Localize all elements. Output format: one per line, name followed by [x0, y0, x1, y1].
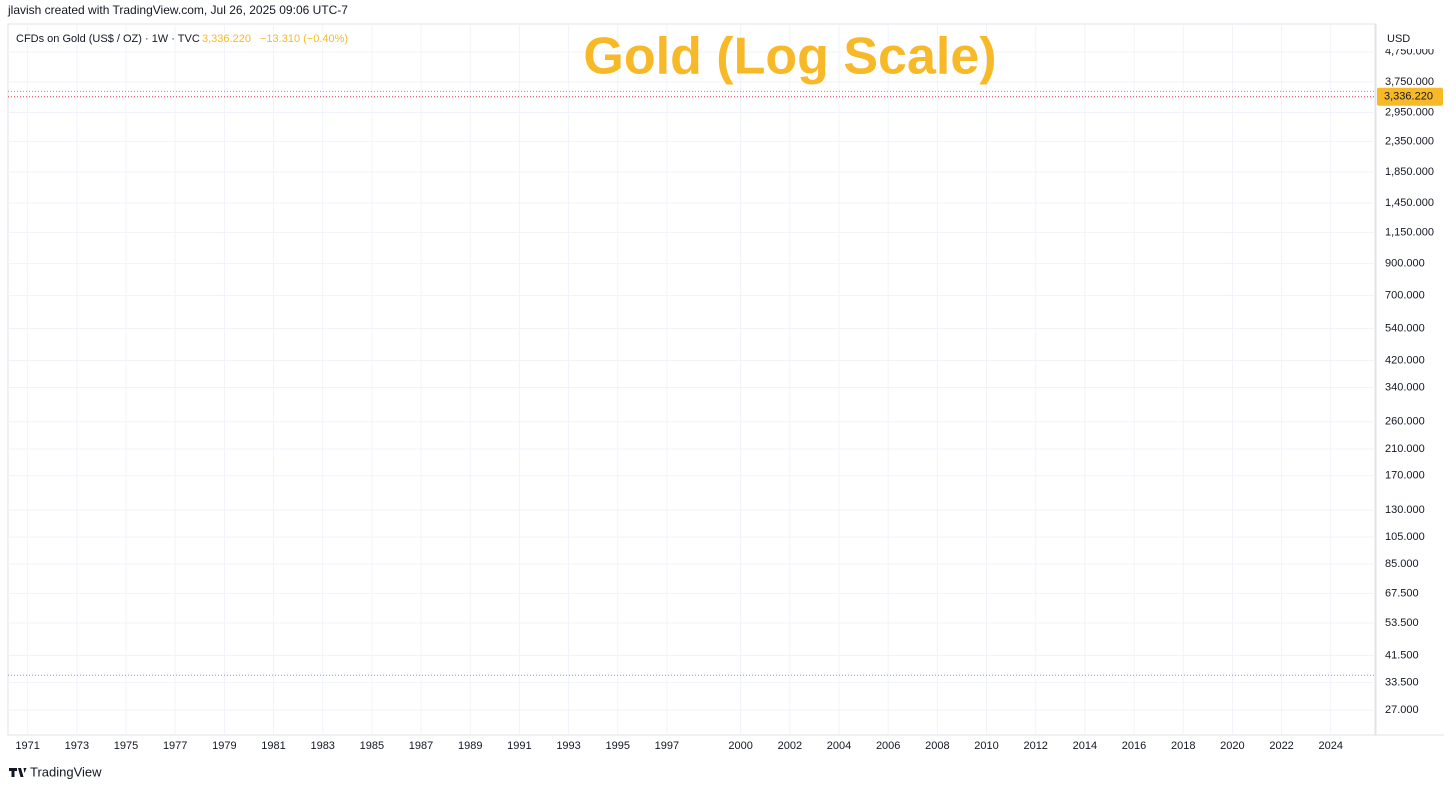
y-tick-label: 27.000 [1385, 704, 1419, 716]
x-tick-label: 1979 [212, 740, 236, 752]
x-tick-label: 1983 [310, 740, 334, 752]
last-price-tag [1377, 87, 1443, 106]
header-change: −13.310 (−0.40%) [260, 33, 348, 45]
x-tick-label: 1975 [114, 740, 138, 752]
x-tick-label: 1995 [605, 740, 629, 752]
y-tick-label: 700.000 [1385, 290, 1425, 302]
x-tick-label: 1973 [65, 740, 89, 752]
y-tick-label: 67.500 [1385, 587, 1419, 599]
x-tick-label: 1985 [360, 740, 384, 752]
x-tick-label: 1989 [458, 740, 482, 752]
y-tick-label: 540.000 [1385, 323, 1425, 335]
grid: 27.000 33.500 41.500 53.500 67.500 85.000 105.… [8, 24, 1434, 752]
currency-box [1380, 29, 1442, 49]
x-tick-label: 2022 [1269, 740, 1293, 752]
x-tick-label: 2012 [1023, 740, 1047, 752]
header-price: 3,336.220 [202, 33, 251, 45]
y-tick-label: 170.000 [1385, 470, 1425, 482]
y-tick-label: 1,450.000 [1385, 197, 1434, 209]
y-tick-label: 3,750.000 [1385, 76, 1434, 88]
x-tick-label: 2014 [1073, 740, 1097, 752]
x-tick-label: 2024 [1319, 740, 1343, 752]
y-tick-label: 260.000 [1385, 416, 1425, 428]
last-price-label: 3,336.220 [1384, 91, 1433, 103]
x-tick-label: 1977 [163, 740, 187, 752]
x-tick-label: 1991 [507, 740, 531, 752]
x-tick-label: 2006 [876, 740, 900, 752]
symbol: CFDs on Gold (US$ / OZ) · 1W · TVC [16, 33, 200, 45]
y-tick-label: 2,350.000 [1385, 135, 1434, 147]
brand-logo [9, 768, 27, 777]
y-tick-label: 53.500 [1385, 617, 1419, 629]
y-tick-label: 41.500 [1385, 649, 1419, 661]
currency: USD [1387, 33, 1410, 45]
x-tick-label: 2016 [1122, 740, 1146, 752]
x-tick-label: 1981 [261, 740, 285, 752]
x-tick-label: 1971 [15, 740, 39, 752]
brand: TradingView [30, 764, 102, 779]
x-tick-label: 2018 [1171, 740, 1195, 752]
y-tick-label: 85.000 [1385, 558, 1419, 570]
x-tick-label: 2008 [925, 740, 949, 752]
x-tick-label: 2020 [1220, 740, 1244, 752]
x-tick-label: 2002 [778, 740, 802, 752]
y-tick-label: 1,150.000 [1385, 226, 1434, 238]
y-tick-label: 2,950.000 [1385, 106, 1434, 118]
y-tick-label: 1,850.000 [1385, 166, 1434, 178]
x-tick-label: 2000 [728, 740, 752, 752]
y-tick-label: 130.000 [1385, 504, 1425, 516]
x-tick-label: 1997 [655, 740, 679, 752]
marks: 3,336.220 [8, 87, 1443, 676]
x-tick-label: 2004 [827, 740, 851, 752]
attribution: jlavish created with TradingView.com, Ju… [7, 3, 348, 17]
x-tick-label: 1993 [556, 740, 580, 752]
x-tick-label: 1987 [409, 740, 433, 752]
y-tick-label: 33.500 [1385, 677, 1419, 689]
y-tick-label: 900.000 [1385, 258, 1425, 270]
y-tick-label: 105.000 [1385, 531, 1425, 543]
y-tick-label: 210.000 [1385, 443, 1425, 455]
x-tick-label: 2010 [974, 740, 998, 752]
y-tick-label: 340.000 [1385, 381, 1425, 393]
chart-title: Gold (Log Scale) [583, 28, 996, 86]
y-tick-label: 420.000 [1385, 355, 1425, 367]
